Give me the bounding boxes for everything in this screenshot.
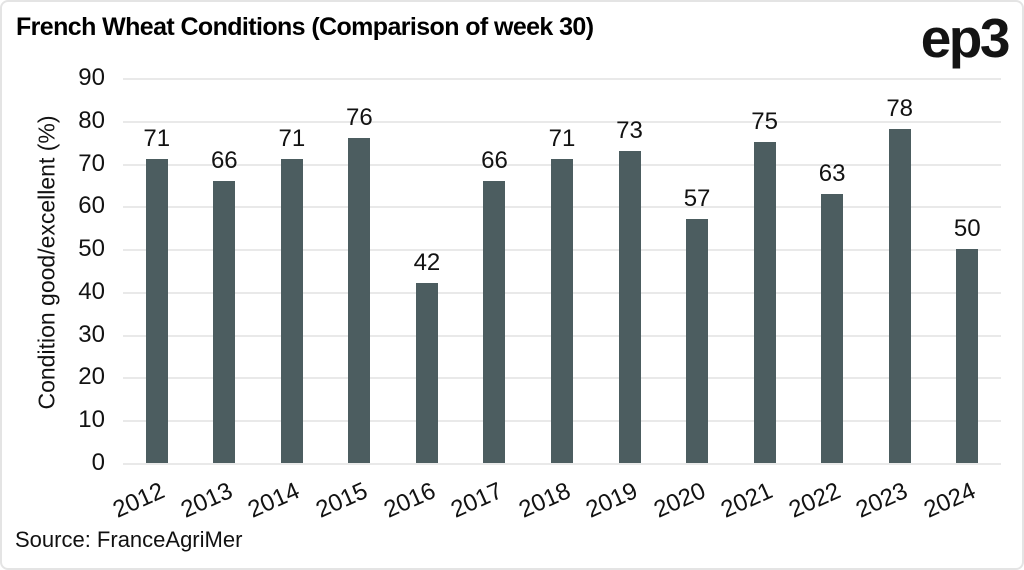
y-tick-label: 50: [78, 235, 105, 263]
y-tick-label: 40: [78, 277, 105, 305]
bar-value-label: 63: [818, 159, 846, 187]
bar-value-label: 71: [548, 125, 576, 153]
bar-value-label: 73: [616, 116, 643, 144]
x-tick-label: 2021: [717, 477, 777, 524]
bar-2020: [686, 219, 709, 463]
bar-2024: [956, 249, 979, 463]
bar-2014: [280, 159, 303, 463]
x-tick-label: 2018: [514, 477, 575, 524]
bar-value-label: 78: [886, 95, 914, 123]
x-tick-label: 2019: [582, 477, 642, 524]
x-tick-label: 2013: [176, 477, 237, 524]
gridline: [123, 78, 1001, 80]
bar-2018: [551, 159, 573, 463]
bar-value-label: 42: [413, 249, 441, 277]
chart-title: French Wheat Conditions (Comparison of w…: [16, 13, 594, 41]
y-tick-label: 20: [78, 363, 105, 391]
ep3-logo: ep3: [920, 7, 1011, 69]
bar-2017: [483, 180, 506, 463]
x-tick-label: 2023: [852, 477, 912, 524]
bar-2015: [348, 137, 371, 463]
bar-2019: [618, 150, 641, 463]
x-tick-label: 2012: [109, 477, 170, 524]
source-label: Source: FranceAgriMer: [15, 527, 243, 552]
x-tick-label: 2014: [244, 477, 305, 524]
y-tick-label: 60: [78, 192, 105, 220]
x-tick-label: 2017: [446, 477, 507, 524]
y-tick-label: 0: [91, 449, 105, 476]
bar-2021: [753, 142, 776, 463]
bar-value-label: 66: [210, 146, 238, 174]
x-tick-label: 2016: [379, 477, 440, 524]
x-tick-label: 2020: [649, 477, 710, 524]
gridline: [123, 120, 1001, 123]
bar-2012: [145, 159, 168, 463]
bar-value-label: 76: [346, 103, 373, 131]
y-tick-label: 80: [78, 106, 105, 134]
x-tick-label: 2022: [784, 477, 845, 524]
x-tick-label: 2015: [311, 477, 372, 524]
bar-value-label: 71: [143, 125, 171, 153]
y-tick-label: 30: [78, 320, 105, 348]
gridline: [123, 463, 1001, 465]
x-tick-label: 2024: [919, 477, 980, 524]
bar-value-label: 57: [683, 185, 711, 213]
bar-2016: [415, 283, 438, 463]
bar-value-label: 50: [953, 215, 981, 243]
bar-value-label: 66: [481, 146, 508, 174]
bar-2023: [888, 129, 911, 463]
y-tick-label: 90: [78, 64, 105, 91]
bar-value-label: 75: [751, 108, 778, 136]
bar-2022: [821, 193, 844, 463]
y-tick-label: 10: [78, 406, 105, 434]
y-tick-label: 70: [78, 149, 105, 177]
bar-2013: [213, 180, 236, 463]
bar-value-label: 71: [278, 125, 306, 153]
